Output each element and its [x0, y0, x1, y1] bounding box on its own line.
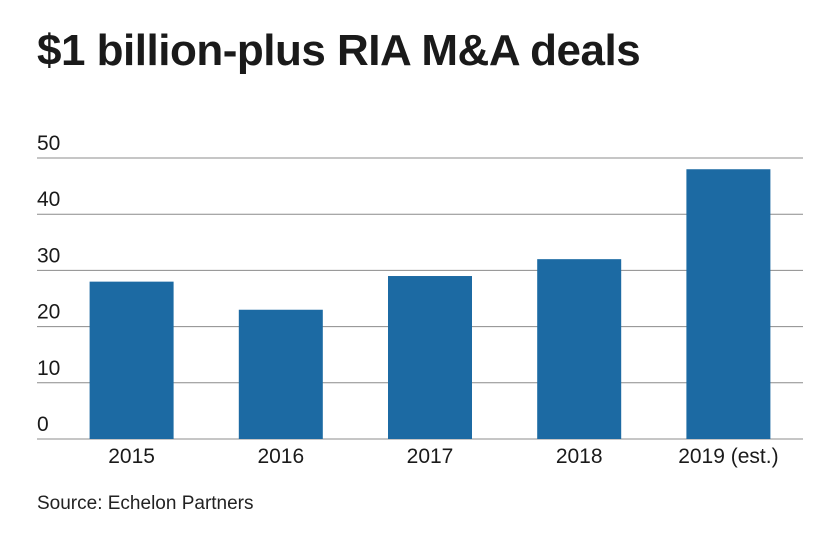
x-tick-label-2018: 2018: [556, 445, 603, 468]
y-tick-label-50: 50: [37, 132, 60, 155]
y-tick-label-40: 40: [37, 188, 60, 211]
y-tick-label-30: 30: [37, 244, 60, 267]
bars: [89, 169, 771, 440]
bar-2019-est: [686, 169, 771, 440]
bar-2016: [238, 309, 323, 439]
bar-2017: [388, 276, 472, 439]
chart-title: $1 billion-plus RIA M&A deals: [37, 26, 641, 75]
y-tick-label-0: 0: [37, 413, 49, 436]
x-tick-label-2016: 2016: [257, 445, 304, 468]
x-tick-label-2015: 2015: [108, 445, 155, 468]
y-axis-labels: 0 10 20 30 40 50: [37, 132, 60, 436]
y-tick-label-20: 20: [37, 301, 60, 324]
bar-2018: [537, 259, 622, 439]
x-tick-label-2017: 2017: [407, 445, 454, 468]
x-axis-labels: 2015 2016 2017 2018 2019 (est.): [108, 445, 778, 468]
y-tick-label-10: 10: [37, 357, 60, 380]
source-note: Source: Echelon Partners: [37, 493, 254, 514]
bar-2015: [89, 281, 174, 439]
x-tick-label-2019-est: 2019 (est.): [678, 445, 778, 468]
